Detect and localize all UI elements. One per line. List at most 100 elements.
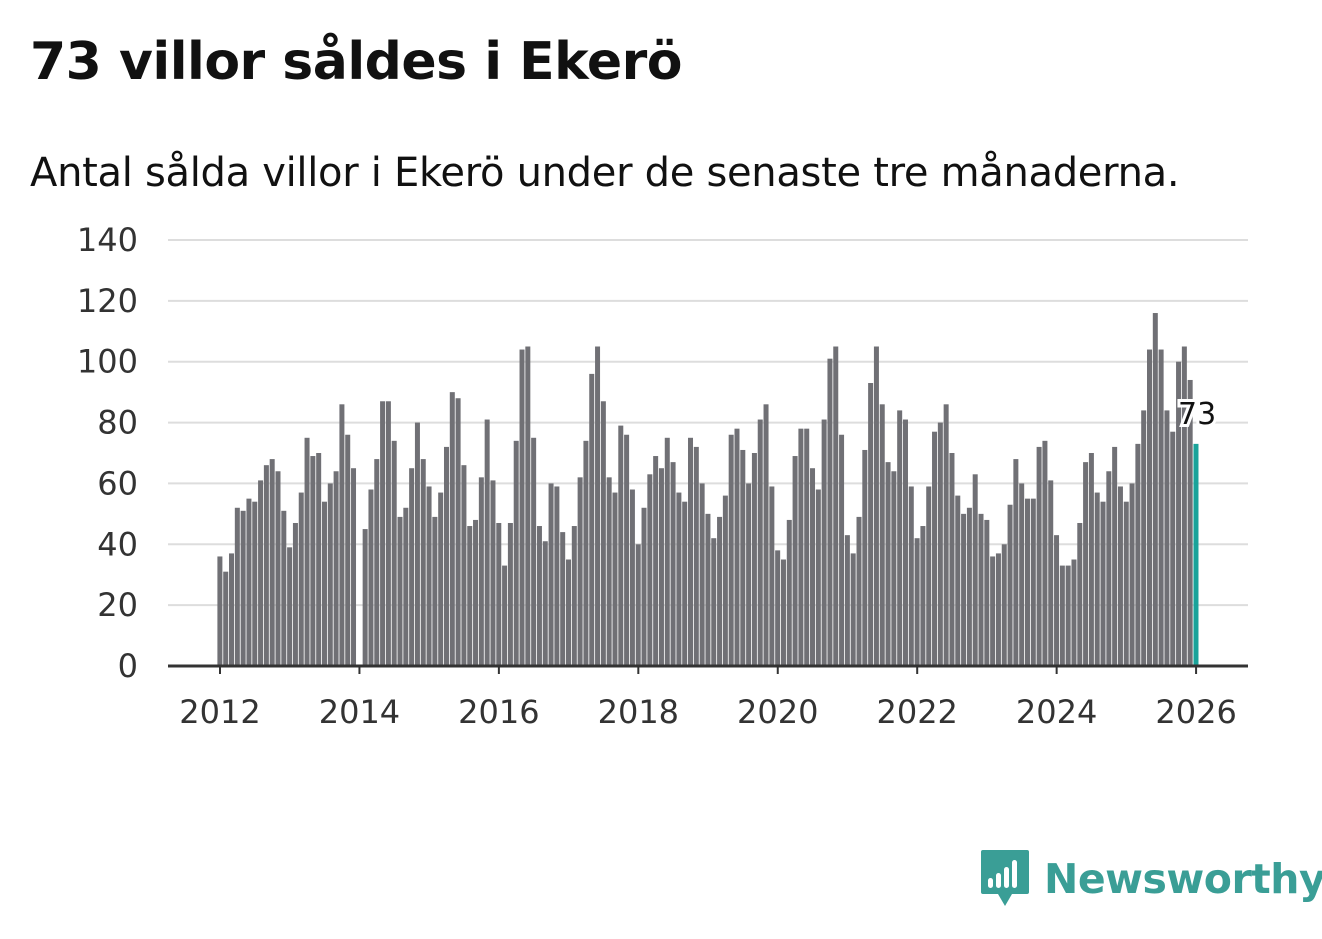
bar [1059, 565, 1065, 666]
bar [1054, 535, 1060, 666]
bar [589, 373, 595, 666]
bar [304, 437, 310, 666]
bar [990, 556, 996, 666]
bar [432, 516, 438, 666]
bar [223, 571, 229, 666]
bar [252, 501, 258, 666]
x-tick-label: 2020 [737, 693, 818, 731]
bar [879, 404, 885, 666]
bar [345, 434, 351, 666]
bar [966, 507, 972, 666]
bar [885, 462, 891, 666]
bar [1077, 522, 1083, 666]
bar [664, 437, 670, 666]
bar [380, 401, 386, 666]
bar [856, 516, 862, 666]
bar [775, 550, 781, 666]
bar [502, 565, 508, 666]
bar [1088, 453, 1094, 666]
y-tick-label: 40 [97, 525, 138, 563]
bar [961, 513, 967, 666]
bar [606, 477, 612, 666]
bar [949, 453, 955, 666]
bar [682, 501, 688, 666]
bar [234, 507, 240, 666]
bar [635, 544, 641, 666]
chart-title: 73 villor såldes i Ekerö [30, 32, 683, 92]
bar [449, 392, 455, 666]
bar [873, 346, 879, 666]
bar [629, 489, 635, 666]
bar [1181, 346, 1187, 666]
bar [769, 486, 775, 666]
x-tick-label: 2026 [1155, 693, 1236, 731]
bar [612, 492, 618, 666]
bar [478, 477, 484, 666]
x-tick-label: 2022 [876, 693, 957, 731]
x-tick-label: 2012 [179, 693, 260, 731]
bar [780, 559, 786, 666]
bar [792, 456, 798, 666]
bar [839, 434, 845, 666]
bar [746, 483, 752, 666]
bar [1019, 483, 1025, 666]
bar [763, 404, 769, 666]
last-value-label: 73 [1178, 397, 1216, 432]
bar [1083, 462, 1089, 666]
bar [269, 459, 275, 666]
bar [542, 541, 548, 666]
bar [641, 507, 647, 666]
bar [1048, 480, 1054, 666]
bar [722, 495, 728, 666]
bar [525, 346, 531, 666]
bar [316, 453, 322, 666]
bar [827, 358, 833, 666]
bar [310, 456, 316, 666]
bar [496, 522, 502, 666]
bar [897, 410, 903, 666]
bar [420, 459, 426, 666]
bar [438, 492, 444, 666]
bar [513, 440, 519, 666]
y-tick-label: 60 [97, 464, 138, 502]
y-tick-label: 20 [97, 586, 138, 624]
bar [351, 468, 357, 666]
bar [618, 425, 624, 666]
bar [908, 486, 914, 666]
bar [1024, 498, 1030, 666]
y-axis-ticks: 0 20 40 60 80 100 120 140 [77, 221, 138, 685]
bar [728, 434, 734, 666]
bar [740, 449, 746, 666]
bar [426, 486, 432, 666]
bar [1106, 471, 1112, 666]
bar [920, 526, 926, 666]
bar [281, 510, 287, 666]
bar [1147, 349, 1152, 666]
bar [321, 501, 327, 666]
bar [1141, 410, 1147, 666]
bar [391, 440, 397, 666]
bar [519, 349, 525, 666]
y-tick-label: 80 [97, 404, 138, 442]
bar [600, 401, 606, 666]
bar [490, 480, 496, 666]
bar [298, 492, 304, 666]
bar [676, 492, 682, 666]
bar [902, 419, 908, 666]
bar [1001, 544, 1007, 666]
bar [984, 519, 990, 666]
bar [554, 486, 560, 666]
bar [862, 449, 868, 666]
bar-latest [1193, 443, 1199, 666]
bar [850, 553, 856, 666]
bar [536, 526, 542, 666]
bar [955, 495, 961, 666]
bar-chart-speech-bubble-icon [981, 850, 1029, 906]
bar [560, 532, 566, 666]
bar [362, 529, 368, 666]
bar [583, 440, 589, 666]
bar [926, 486, 932, 666]
bar [798, 428, 804, 666]
y-tick-label: 120 [77, 282, 138, 320]
